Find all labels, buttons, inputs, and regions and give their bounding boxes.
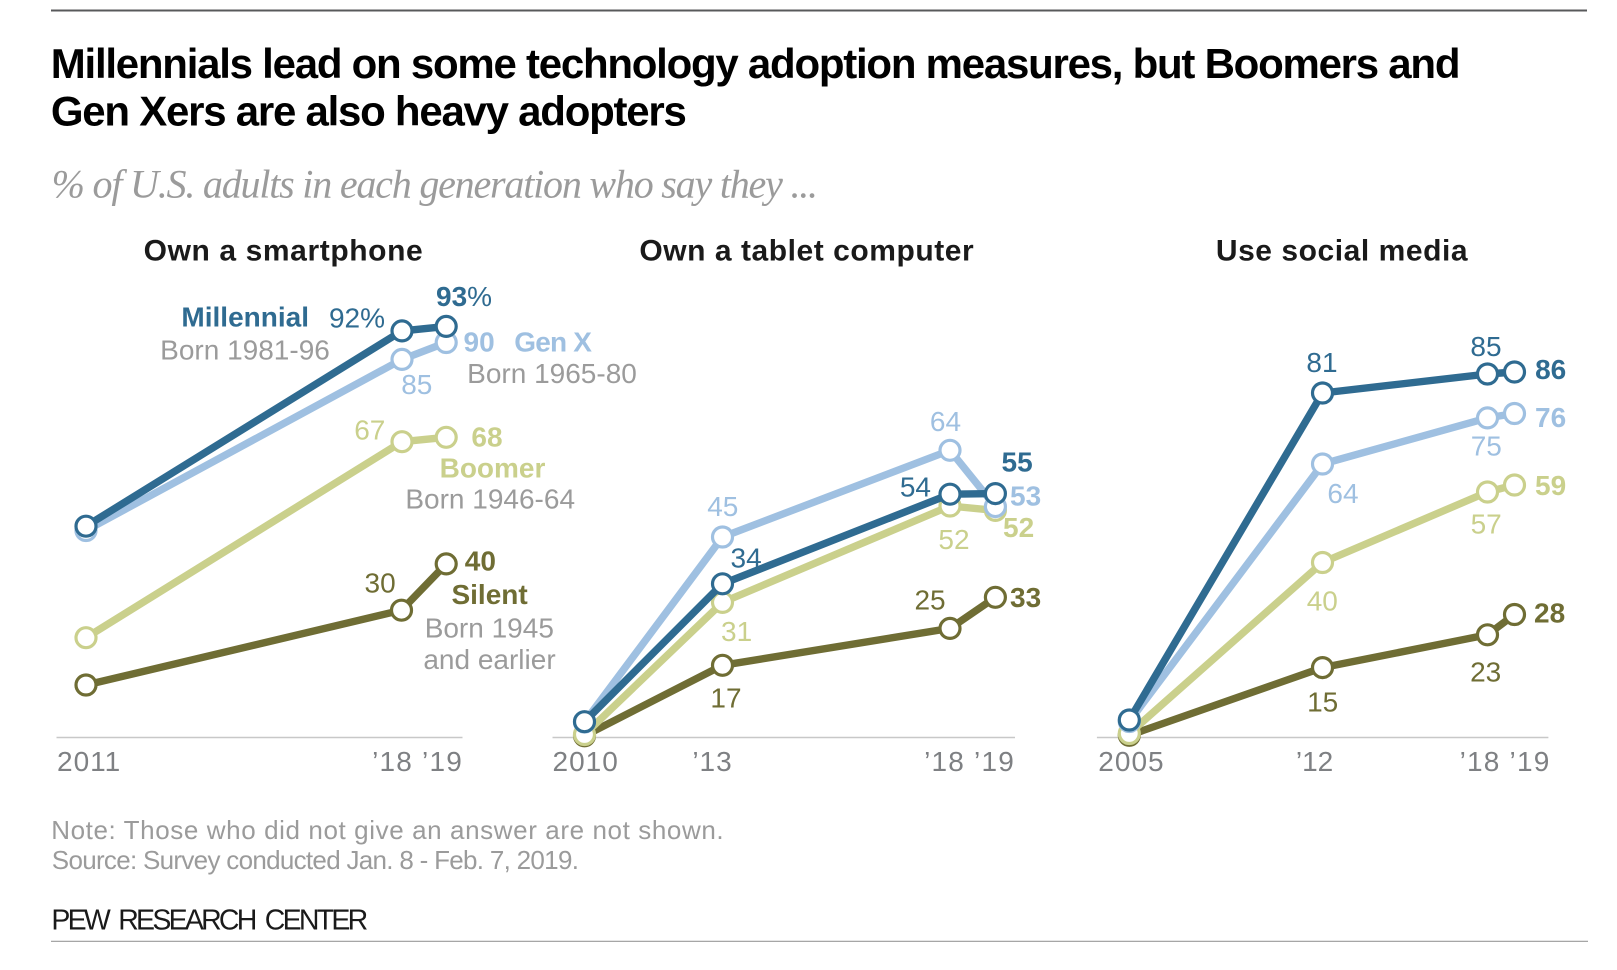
- svg-text:45: 45: [707, 491, 738, 522]
- svg-text:64: 64: [930, 406, 961, 437]
- svg-text:Boomer: Boomer: [440, 453, 546, 484]
- svg-text:68: 68: [471, 422, 502, 453]
- svg-text:23: 23: [1470, 657, 1501, 688]
- svg-text:59: 59: [1535, 470, 1566, 501]
- svg-text:90: 90: [464, 326, 495, 357]
- svg-text:31: 31: [721, 616, 752, 647]
- svg-text:Born 1945: Born 1945: [425, 612, 554, 643]
- svg-text:53: 53: [1010, 480, 1041, 511]
- svg-text:2005: 2005: [1098, 746, 1164, 777]
- svg-text:Own a smartphone: Own a smartphone: [144, 235, 424, 268]
- svg-text:15: 15: [1307, 687, 1338, 718]
- svg-text:Gen X: Gen X: [514, 326, 592, 357]
- svg-text:86: 86: [1535, 354, 1566, 385]
- svg-text:Own a tablet computer: Own a tablet computer: [639, 235, 974, 268]
- svg-text:64: 64: [1327, 478, 1358, 509]
- svg-text:55: 55: [1002, 447, 1033, 478]
- svg-text:33: 33: [1010, 582, 1041, 613]
- svg-text:’12: ’12: [1296, 746, 1333, 777]
- svg-text:’18 ’19: ’18 ’19: [372, 746, 463, 777]
- svg-text:85: 85: [401, 369, 432, 400]
- svg-text:81: 81: [1306, 347, 1337, 378]
- svg-text:% of U.S. adults in each gener: % of U.S. adults in each generation who …: [52, 162, 817, 207]
- svg-text:17: 17: [710, 683, 741, 714]
- svg-text:34: 34: [731, 542, 762, 573]
- svg-text:and earlier: and earlier: [423, 644, 555, 675]
- svg-text:52: 52: [938, 524, 969, 555]
- svg-text:Born 1981-96: Born 1981-96: [160, 334, 330, 365]
- svg-text:Source: Survey conducted Jan.: Source: Survey conducted Jan. 8 - Feb. 7…: [52, 845, 578, 875]
- svg-text:52: 52: [1003, 512, 1034, 543]
- svg-text:PEW RESEARCH CENTER: PEW RESEARCH CENTER: [51, 905, 367, 937]
- svg-text:54: 54: [900, 472, 931, 503]
- svg-text:’18 ’19: ’18 ’19: [924, 746, 1015, 777]
- svg-text:’13: ’13: [692, 746, 732, 777]
- svg-text:2011: 2011: [57, 746, 121, 777]
- svg-text:93%: 93%: [436, 281, 492, 312]
- svg-text:Silent: Silent: [451, 579, 527, 610]
- svg-text:Born 1946-64: Born 1946-64: [405, 484, 575, 515]
- svg-text:2010: 2010: [553, 746, 619, 777]
- svg-text:25: 25: [914, 585, 945, 616]
- svg-text:Millennials lead on some techn: Millennials lead on some technology adop…: [51, 40, 1459, 87]
- svg-text:28: 28: [1534, 598, 1565, 629]
- svg-text:30: 30: [365, 567, 396, 598]
- svg-text:76: 76: [1535, 402, 1566, 433]
- svg-text:Gen Xers are also heavy adopte: Gen Xers are also heavy adopters: [51, 88, 686, 135]
- svg-text:85: 85: [1470, 331, 1501, 362]
- svg-text:40: 40: [465, 545, 496, 576]
- svg-text:’18 ’19: ’18 ’19: [1460, 746, 1551, 777]
- svg-text:Born 1965-80: Born 1965-80: [467, 358, 637, 389]
- svg-text:Millennial: Millennial: [181, 302, 309, 333]
- svg-text:Use social media: Use social media: [1216, 235, 1468, 268]
- svg-text:92%: 92%: [329, 303, 385, 334]
- svg-text:57: 57: [1471, 509, 1502, 540]
- svg-text:67: 67: [354, 415, 385, 446]
- svg-text:75: 75: [1471, 430, 1502, 461]
- svg-text:Note: Those who did not give a: Note: Those who did not give an answer a…: [51, 815, 724, 845]
- svg-text:40: 40: [1307, 586, 1338, 617]
